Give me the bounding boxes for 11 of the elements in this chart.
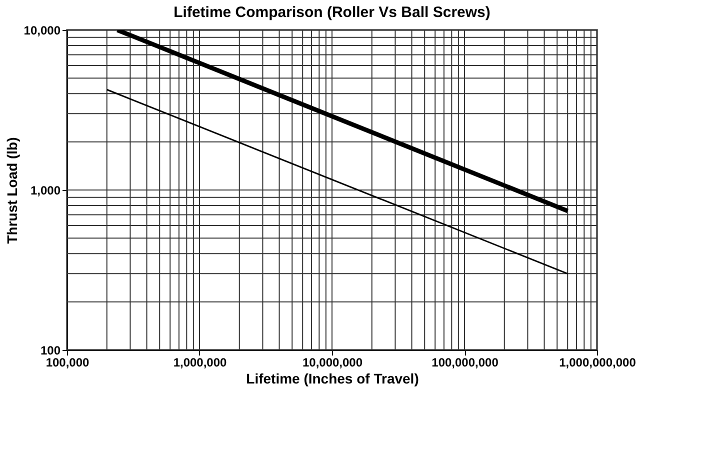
x-tick-label: 100,000 [46,356,90,370]
y-tick-label: 10,000 [24,24,61,38]
x-axis-title: Lifetime (Inches of Travel) [246,370,419,386]
x-tick-label: 1,000,000 [173,356,228,370]
y-tick-label: 100 [40,344,61,358]
x-tick-label: 10,000,000 [302,356,363,370]
y-tick-label: 1,000 [30,184,61,198]
x-tick-label: 100,000,000 [432,356,499,370]
x-tick-label: 1,000,000,000 [559,356,636,370]
chart-title: Lifetime Comparison (Roller Vs Ball Screws) [174,4,490,21]
y-axis-title: Thrust Load (lb) [4,137,20,244]
